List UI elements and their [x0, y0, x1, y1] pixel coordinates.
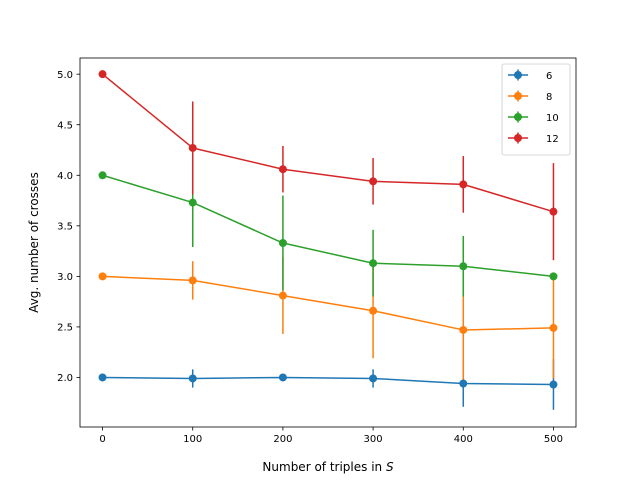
legend: 6 8 10 12 — [501, 63, 571, 156]
legend-item-10: 10 — [508, 111, 559, 124]
x-axis-label-text: Number of triples in — [262, 460, 386, 474]
legend-swatch-marker — [514, 134, 522, 142]
y-tick-label: 3.0 — [57, 272, 73, 283]
legend-item-6: 6 — [508, 69, 552, 82]
y-tick-label: 2.0 — [57, 373, 73, 384]
x-axis-ticks: 0 100 200 300 400 500 — [99, 427, 563, 445]
data-point — [549, 272, 558, 281]
legend-swatch-marker — [514, 71, 522, 79]
data-point — [459, 379, 468, 388]
legend-item-8: 8 — [508, 90, 552, 103]
data-point — [188, 374, 197, 383]
legend-label: 10 — [546, 113, 559, 124]
data-point — [549, 323, 558, 332]
data-point — [278, 291, 287, 300]
y-axis-ticks: 2.0 2.5 3.0 3.5 4.0 4.5 5.0 — [57, 70, 80, 384]
data-point — [369, 374, 378, 383]
data-point — [549, 207, 558, 216]
series-8 — [98, 257, 558, 380]
y-tick-label: 4.5 — [57, 120, 73, 131]
data-point — [369, 177, 378, 186]
x-axis-label: Number of triples in S — [262, 460, 394, 474]
data-point — [369, 306, 378, 315]
data-point — [459, 325, 468, 334]
data-point — [459, 262, 468, 271]
series-line — [102, 376, 554, 386]
data-point — [98, 171, 107, 180]
y-tick-label: 3.5 — [57, 221, 73, 232]
legend-item-12: 12 — [508, 132, 559, 145]
data-point — [188, 276, 197, 285]
legend-swatch-marker — [514, 113, 522, 121]
data-point — [98, 272, 107, 281]
x-axis-label-italic: S — [386, 460, 394, 474]
plot-frame — [79, 57, 577, 428]
x-tick-label: 300 — [364, 434, 383, 445]
data-point — [98, 70, 107, 79]
data-point — [278, 373, 287, 382]
series-line — [102, 275, 554, 331]
legend-label: 6 — [546, 71, 552, 82]
x-tick-label: 400 — [454, 434, 473, 445]
y-axis-label: Avg. number of crosses — [27, 172, 41, 313]
legend-label: 8 — [546, 92, 552, 103]
data-point — [278, 239, 287, 248]
legend-swatch-marker — [514, 92, 522, 100]
plot-marks — [98, 70, 558, 410]
x-tick-label: 500 — [544, 434, 563, 445]
legend-box — [501, 63, 571, 156]
data-point — [188, 143, 197, 152]
data-point — [369, 259, 378, 268]
legend-label: 12 — [546, 134, 559, 145]
x-tick-label: 0 — [99, 434, 105, 445]
series-10 — [98, 158, 558, 297]
data-point — [278, 165, 287, 174]
series-line — [102, 174, 554, 278]
data-point — [459, 180, 468, 189]
y-tick-label: 4.0 — [57, 171, 73, 182]
data-point — [98, 373, 107, 382]
series-6 — [98, 359, 558, 410]
series-line — [102, 73, 554, 213]
series-12 — [98, 70, 558, 261]
y-tick-label: 5.0 — [57, 70, 73, 81]
x-tick-label: 100 — [183, 434, 202, 445]
x-tick-label: 200 — [273, 434, 292, 445]
data-point — [549, 380, 558, 389]
data-point — [188, 198, 197, 207]
y-tick-label: 2.5 — [57, 323, 73, 334]
